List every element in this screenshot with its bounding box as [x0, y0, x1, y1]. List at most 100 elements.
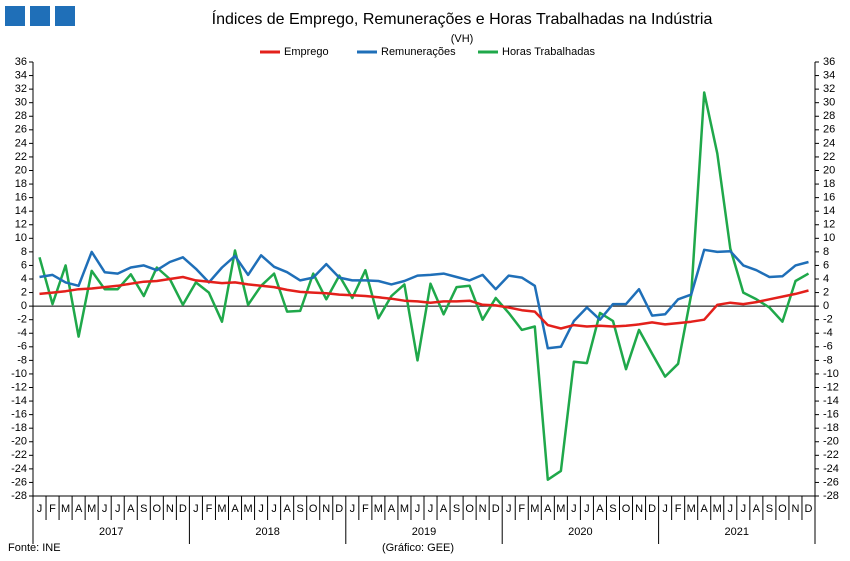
y-tick-label: 0: [21, 300, 27, 312]
x-tick-label: D: [179, 503, 187, 515]
y-tick-label: -8: [17, 354, 27, 366]
x-tick-label: J: [102, 503, 108, 515]
y-tick-label: -2: [17, 314, 27, 326]
y2-tick-label: 34: [823, 69, 835, 81]
y-tick-label: -12: [11, 381, 27, 393]
y2-tick-label: -22: [823, 449, 839, 461]
x-tick-label: A: [388, 503, 396, 515]
x-tick-label: M: [556, 503, 565, 515]
y-tick-label: 10: [15, 232, 27, 244]
x-tick-label: S: [140, 503, 147, 515]
y2-tick-label: 24: [823, 137, 835, 149]
y-tick-label: 14: [15, 205, 27, 217]
y2-tick-label: 2: [823, 286, 829, 298]
legend-label: Horas Trabalhadas: [502, 46, 595, 58]
x-tick-label: M: [87, 503, 96, 515]
x-tick-label: M: [400, 503, 409, 515]
y2-tick-label: -16: [823, 409, 839, 421]
x-tick-label: N: [635, 503, 643, 515]
y-tick-label: 34: [15, 69, 27, 81]
y2-tick-label: 8: [823, 246, 829, 258]
year-label: 2020: [568, 526, 592, 538]
x-tick-label: J: [584, 503, 590, 515]
x-tick-label: O: [153, 503, 162, 515]
x-tick-label: F: [362, 503, 369, 515]
x-tick-label: A: [283, 503, 291, 515]
y2-tick-label: -18: [823, 422, 839, 434]
y-tick-label: -16: [11, 409, 27, 421]
y-tick-label: -28: [11, 490, 27, 502]
y2-tick-label: -20: [823, 436, 839, 448]
logo-block: [5, 6, 25, 26]
x-tick-label: J: [571, 503, 577, 515]
chart-title: Índices de Emprego, Remunerações e Horas…: [212, 9, 713, 28]
y-tick-label: 4: [21, 273, 27, 285]
y2-tick-label: -28: [823, 490, 839, 502]
y-tick-label: 12: [15, 219, 27, 231]
x-tick-label: J: [506, 503, 512, 515]
x-tick-label: A: [75, 503, 83, 515]
y-tick-label: -20: [11, 436, 27, 448]
x-tick-label: F: [49, 503, 56, 515]
y2-tick-label: 0: [823, 300, 829, 312]
year-label: 2018: [255, 526, 279, 538]
x-tick-label: J: [193, 503, 199, 515]
y-tick-label: 18: [15, 178, 27, 190]
x-tick-label: F: [675, 503, 682, 515]
chart-subtitle: (VH): [451, 33, 474, 45]
x-tick-label: O: [465, 503, 474, 515]
y2-tick-label: 30: [823, 97, 835, 109]
y-tick-label: 16: [15, 192, 27, 204]
year-label: 2017: [99, 526, 123, 538]
x-tick-label: F: [518, 503, 525, 515]
x-tick-label: S: [453, 503, 460, 515]
x-tick-label: D: [335, 503, 343, 515]
y-tick-label: 6: [21, 259, 27, 271]
y2-tick-label: 22: [823, 151, 835, 163]
y2-tick-label: 10: [823, 232, 835, 244]
y2-tick-label: 28: [823, 110, 835, 122]
y-tick-label: 24: [15, 137, 27, 149]
y-tick-label: 36: [15, 56, 27, 68]
y2-tick-label: -2: [823, 314, 833, 326]
x-tick-label: A: [701, 503, 709, 515]
y2-tick-label: -24: [823, 463, 839, 475]
y-tick-label: -24: [11, 463, 27, 475]
legend-label: Remunerações: [381, 46, 456, 58]
x-tick-label: S: [297, 503, 304, 515]
y2-tick-label: -12: [823, 381, 839, 393]
year-label: 2019: [412, 526, 436, 538]
y2-tick-label: 20: [823, 164, 835, 176]
x-tick-label: J: [728, 503, 734, 515]
y-tick-label: -14: [11, 395, 27, 407]
x-tick-label: D: [805, 503, 813, 515]
y2-tick-label: -8: [823, 354, 833, 366]
x-tick-label: N: [791, 503, 799, 515]
y2-tick-label: -26: [823, 476, 839, 488]
x-tick-label: J: [115, 503, 121, 515]
y2-tick-label: 4: [823, 273, 829, 285]
x-tick-label: J: [37, 503, 43, 515]
x-tick-label: M: [217, 503, 226, 515]
x-tick-label: J: [258, 503, 264, 515]
y2-tick-label: 6: [823, 259, 829, 271]
x-tick-label: M: [61, 503, 70, 515]
y-tick-label: 26: [15, 124, 27, 136]
x-tick-label: J: [741, 503, 747, 515]
y2-tick-label: 26: [823, 124, 835, 136]
y-tick-label: 32: [15, 83, 27, 95]
y-tick-label: -22: [11, 449, 27, 461]
y2-tick-label: 12: [823, 219, 835, 231]
x-tick-label: N: [322, 503, 330, 515]
logo-block: [55, 6, 75, 26]
y-tick-label: 20: [15, 164, 27, 176]
x-tick-label: A: [231, 503, 239, 515]
y2-tick-label: 36: [823, 56, 835, 68]
y2-tick-label: 18: [823, 178, 835, 190]
y-tick-label: 8: [21, 246, 27, 258]
x-tick-label: M: [374, 503, 383, 515]
series-line: [39, 248, 809, 350]
y2-tick-label: -10: [823, 368, 839, 380]
y2-tick-label: -14: [823, 395, 839, 407]
